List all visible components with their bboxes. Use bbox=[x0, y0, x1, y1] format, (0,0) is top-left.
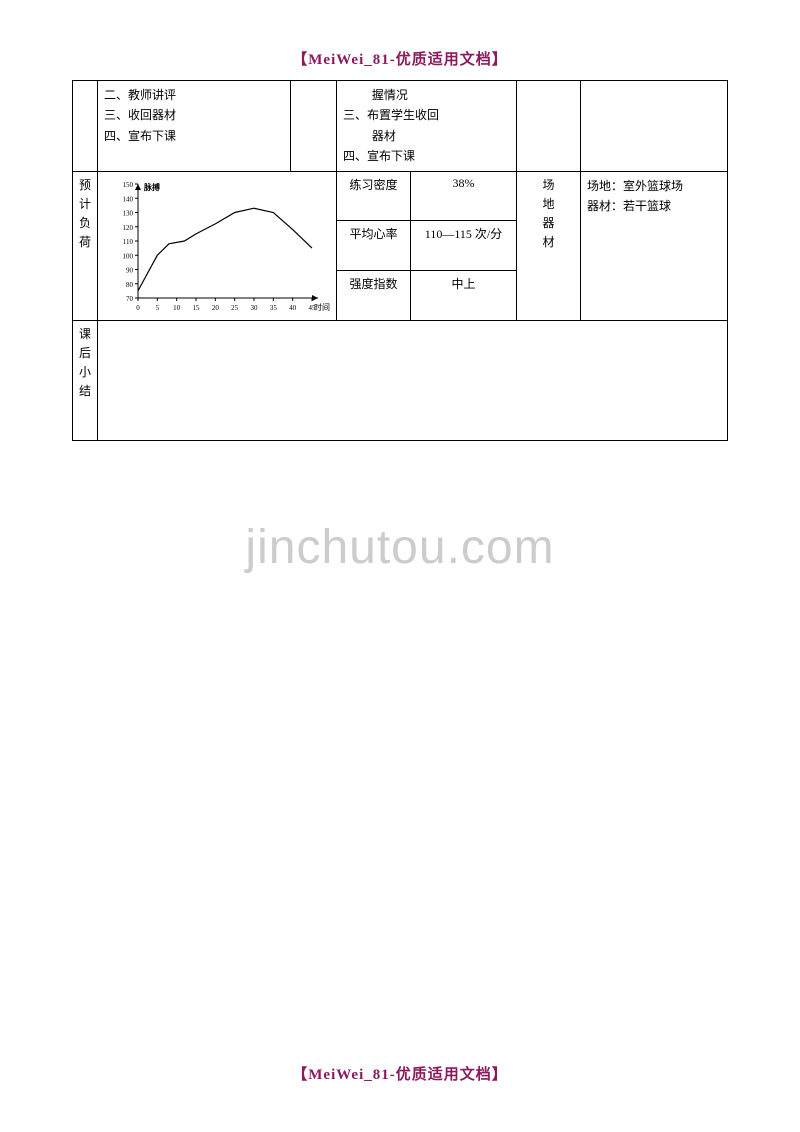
svg-text:30: 30 bbox=[251, 304, 259, 312]
cell-teacher-actions: 二、教师讲评 三、收回器材 四、宣布下课 bbox=[98, 81, 291, 172]
svg-text:90: 90 bbox=[126, 266, 134, 274]
svg-text:脉搏: 脉搏 bbox=[143, 182, 160, 192]
label-char: 材 bbox=[523, 233, 574, 252]
summary-content bbox=[98, 320, 728, 440]
cell-empty bbox=[517, 81, 581, 172]
venue-line: 器材：若干篮球 bbox=[587, 196, 721, 216]
svg-text:110: 110 bbox=[123, 238, 134, 246]
metric-value-intensity: 中上 bbox=[411, 270, 517, 320]
cell-empty-narrow bbox=[290, 81, 336, 172]
text-line: 二、教师讲评 bbox=[104, 85, 284, 105]
metric-label-intensity: 强度指数 bbox=[337, 270, 411, 320]
svg-text:20: 20 bbox=[212, 304, 220, 312]
svg-text:25: 25 bbox=[231, 304, 239, 312]
text-line: 三、收回器材 bbox=[104, 105, 284, 125]
svg-text:100: 100 bbox=[123, 252, 134, 260]
svg-text:120: 120 bbox=[123, 223, 134, 231]
svg-text:80: 80 bbox=[126, 280, 134, 288]
svg-text:0: 0 bbox=[136, 304, 140, 312]
label-char: 器 bbox=[523, 214, 574, 233]
table-row: 二、教师讲评 三、收回器材 四、宣布下课 握情况 三、布置学生收回 器材 四、宣… bbox=[73, 81, 728, 172]
text-line: 握情况 bbox=[343, 85, 510, 105]
svg-text:40: 40 bbox=[289, 304, 297, 312]
svg-text:10: 10 bbox=[173, 304, 181, 312]
label-char: 小 bbox=[79, 363, 91, 382]
svg-text:70: 70 bbox=[126, 295, 134, 303]
venue-line: 场地：室外篮球场 bbox=[587, 176, 721, 196]
label-char: 预 bbox=[79, 176, 91, 195]
metric-value-hr: 110—115 次/分 bbox=[411, 221, 517, 271]
svg-text:15: 15 bbox=[193, 304, 201, 312]
label-char: 场 bbox=[523, 176, 574, 195]
page-footer: 【MeiWei_81-优质适用文档】 bbox=[0, 1063, 800, 1084]
pulse-chart: 70 80 90 100 110 120 130 140 150 0 5 10 15 20 25 30 35 40… bbox=[104, 176, 330, 316]
svg-text:时间: 时间 bbox=[314, 302, 330, 312]
svg-text:150: 150 bbox=[123, 181, 134, 189]
svg-text:140: 140 bbox=[123, 195, 134, 203]
text-line: 器材 bbox=[343, 126, 510, 146]
watermark: jinchutou.com bbox=[0, 520, 800, 575]
cell-empty bbox=[73, 81, 98, 172]
label-char: 课 bbox=[79, 325, 91, 344]
label-char: 负 bbox=[79, 214, 91, 233]
load-label: 预 计 负 荷 bbox=[73, 171, 98, 320]
metric-label-density: 练习密度 bbox=[337, 171, 411, 221]
svg-text:130: 130 bbox=[123, 209, 134, 217]
label-char: 结 bbox=[79, 382, 91, 401]
table-row: 课 后 小 结 bbox=[73, 320, 728, 440]
page-header: 【MeiWei_81-优质适用文档】 bbox=[0, 48, 800, 69]
venue-content: 场地：室外篮球场 器材：若干篮球 bbox=[581, 171, 728, 320]
text-line: 三、布置学生收回 bbox=[343, 105, 510, 125]
svg-text:5: 5 bbox=[156, 304, 160, 312]
label-char: 后 bbox=[79, 344, 91, 363]
metric-label-hr: 平均心率 bbox=[337, 221, 411, 271]
chart-cell: 70 80 90 100 110 120 130 140 150 0 5 10 15 20 25 30 35 40… bbox=[98, 171, 337, 320]
lesson-plan-table: 二、教师讲评 三、收回器材 四、宣布下课 握情况 三、布置学生收回 器材 四、宣… bbox=[72, 80, 728, 441]
svg-text:35: 35 bbox=[270, 304, 278, 312]
venue-label: 场 地 器 材 bbox=[517, 171, 581, 320]
label-char: 荷 bbox=[79, 233, 91, 252]
metric-value-density: 38% bbox=[411, 171, 517, 221]
summary-label: 课 后 小 结 bbox=[73, 320, 98, 440]
table-row: 预 计 负 荷 70809010011012013014015005101520… bbox=[73, 171, 728, 221]
label-char: 地 bbox=[523, 195, 574, 214]
text-line: 四、宣布下课 bbox=[343, 146, 510, 166]
label-char: 计 bbox=[79, 195, 91, 214]
text-line: 四、宣布下课 bbox=[104, 126, 284, 146]
cell-student-actions: 握情况 三、布置学生收回 器材 四、宣布下课 bbox=[337, 81, 517, 172]
cell-empty bbox=[581, 81, 728, 172]
